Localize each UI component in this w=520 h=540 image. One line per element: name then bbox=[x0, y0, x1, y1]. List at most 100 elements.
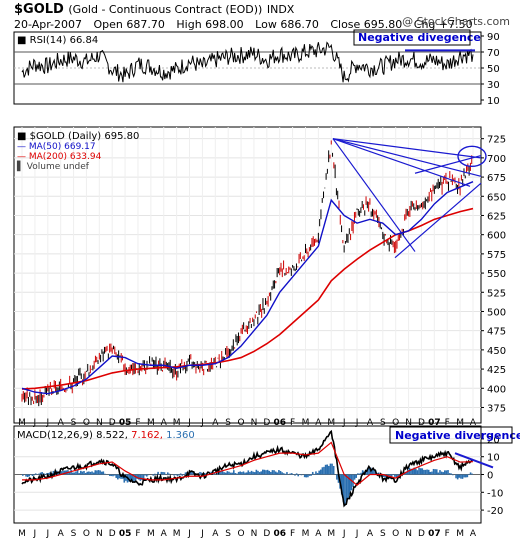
macd-histogram-bar bbox=[418, 467, 420, 475]
macd-histogram-bar bbox=[152, 474, 155, 476]
price-tick-label: 425 bbox=[487, 365, 506, 376]
macd-histogram-bar bbox=[311, 471, 314, 475]
macd-x-label: F bbox=[445, 529, 450, 539]
macd-histogram-bar bbox=[352, 474, 354, 487]
macd-histogram-bar bbox=[258, 472, 261, 475]
macd-histogram-bar bbox=[141, 474, 143, 481]
macd-histogram-bar bbox=[115, 474, 118, 478]
macd-x-label: N bbox=[251, 529, 258, 539]
price-tick-label: 400 bbox=[487, 384, 506, 395]
macd-histogram-bar bbox=[241, 472, 243, 475]
macd-x-label: A bbox=[367, 529, 374, 539]
macd-histogram-bar bbox=[437, 472, 440, 475]
macd-histogram-bar bbox=[395, 474, 398, 479]
macd-histogram-bar bbox=[22, 474, 24, 476]
macd-histogram-bar bbox=[279, 470, 282, 475]
macd-histogram-bar bbox=[455, 474, 457, 479]
price-tick-label: 500 bbox=[487, 307, 506, 318]
macd-histogram-bar bbox=[371, 469, 374, 475]
macd-histogram-bar bbox=[405, 471, 407, 475]
macd-histogram-bar bbox=[348, 474, 351, 495]
price-tick-label: 550 bbox=[487, 269, 506, 280]
macd-histogram-bar bbox=[273, 470, 275, 475]
macd-histogram-bar bbox=[34, 473, 37, 475]
macd-legend-label: MACD(12,26,9) bbox=[17, 430, 96, 441]
macd-histogram-bar bbox=[41, 471, 43, 475]
macd-x-label: D bbox=[109, 529, 116, 539]
macd-histogram-bar bbox=[84, 472, 87, 475]
price-x-label: M bbox=[173, 418, 181, 428]
macd-histogram-bar bbox=[295, 473, 298, 475]
rsi-annotation-box bbox=[353, 29, 471, 46]
price-x-label: D bbox=[109, 418, 116, 428]
macd-x-label: A bbox=[58, 529, 65, 539]
quote-open: Open 687.70 bbox=[93, 18, 165, 31]
macd-histogram-bar bbox=[308, 474, 311, 476]
price-x-label: F bbox=[135, 418, 140, 428]
macd-histogram-bar bbox=[236, 473, 238, 475]
macd-histogram-bar bbox=[318, 470, 320, 475]
macd-histogram-bar bbox=[442, 472, 444, 475]
macd-histogram-bar bbox=[81, 471, 84, 475]
macd-histogram-bar bbox=[134, 474, 137, 481]
macd-histogram-bar bbox=[146, 474, 148, 477]
macd-histogram-bar bbox=[332, 465, 335, 475]
macd-histogram-bar bbox=[310, 474, 312, 476]
macd-histogram-bar bbox=[468, 473, 470, 475]
macd-histogram-bar bbox=[255, 469, 258, 475]
macd-x-label: S bbox=[225, 529, 231, 539]
macd-histogram-bar bbox=[303, 474, 306, 478]
macd-x-label: J bbox=[200, 529, 204, 539]
macd-histogram-bar bbox=[471, 473, 473, 475]
macd-x-label: 05 bbox=[119, 529, 132, 539]
price-x-label: A bbox=[367, 418, 374, 428]
macd-histogram-bar bbox=[108, 474, 111, 476]
macd-histogram-bar bbox=[199, 471, 201, 475]
macd-histogram-bar bbox=[231, 472, 233, 475]
macd-histogram-bar bbox=[33, 474, 35, 476]
macd-histogram-bar bbox=[155, 473, 158, 475]
price-x-label: M bbox=[147, 418, 155, 428]
macd-x-label: M bbox=[302, 529, 310, 539]
macd-histogram-bar bbox=[355, 474, 358, 478]
ma50-legend: — MA(50) 669.17 bbox=[17, 142, 96, 152]
macd-histogram-bar bbox=[223, 472, 225, 475]
trendline-fan-1 bbox=[332, 138, 471, 187]
rsi-tick-label: 30 bbox=[487, 80, 500, 91]
macd-histogram-bar bbox=[139, 474, 142, 481]
macd-histogram-bar bbox=[361, 470, 364, 475]
price-tick-label: 475 bbox=[487, 327, 506, 338]
macd-x-label: D bbox=[418, 529, 425, 539]
macd-x-label: O bbox=[392, 529, 399, 539]
macd-histogram-bar bbox=[357, 473, 359, 475]
macd-histogram-bar bbox=[142, 474, 145, 479]
macd-tick-label: 20 bbox=[487, 435, 500, 446]
macd-histogram-bar bbox=[26, 474, 29, 478]
macd-histogram-bar bbox=[73, 472, 76, 475]
macd-histogram-bar bbox=[178, 474, 180, 476]
macd-histogram-bar bbox=[68, 471, 71, 475]
macd-histogram-bar bbox=[342, 474, 345, 502]
macd-histogram-bar bbox=[360, 472, 362, 475]
macd-divergence-line bbox=[454, 452, 494, 469]
macd-x-label: A bbox=[470, 529, 477, 539]
macd-histogram-bar bbox=[112, 474, 114, 477]
price-x-label: D bbox=[263, 418, 270, 428]
macd-histogram-bar bbox=[305, 474, 308, 478]
macd-histogram-bar bbox=[415, 468, 417, 475]
macd-histogram-bar bbox=[234, 473, 237, 475]
macd-histogram-bar bbox=[189, 471, 192, 475]
price-x-label: M bbox=[18, 418, 26, 428]
macd-histogram-bar bbox=[60, 471, 63, 475]
macd-x-label: J bbox=[342, 529, 346, 539]
ma50-line bbox=[21, 181, 474, 395]
macd-histogram-bar bbox=[83, 471, 85, 475]
macd-x-label: J bbox=[187, 529, 191, 539]
macd-histogram-bar bbox=[353, 474, 356, 480]
macd-histogram-bar bbox=[265, 470, 267, 475]
macd-histogram-bar bbox=[316, 472, 319, 475]
macd-histogram-bar bbox=[229, 472, 232, 475]
price-x-label: S bbox=[225, 418, 231, 428]
price-tick-label: 675 bbox=[487, 173, 506, 184]
macd-histogram-bar bbox=[210, 471, 213, 475]
